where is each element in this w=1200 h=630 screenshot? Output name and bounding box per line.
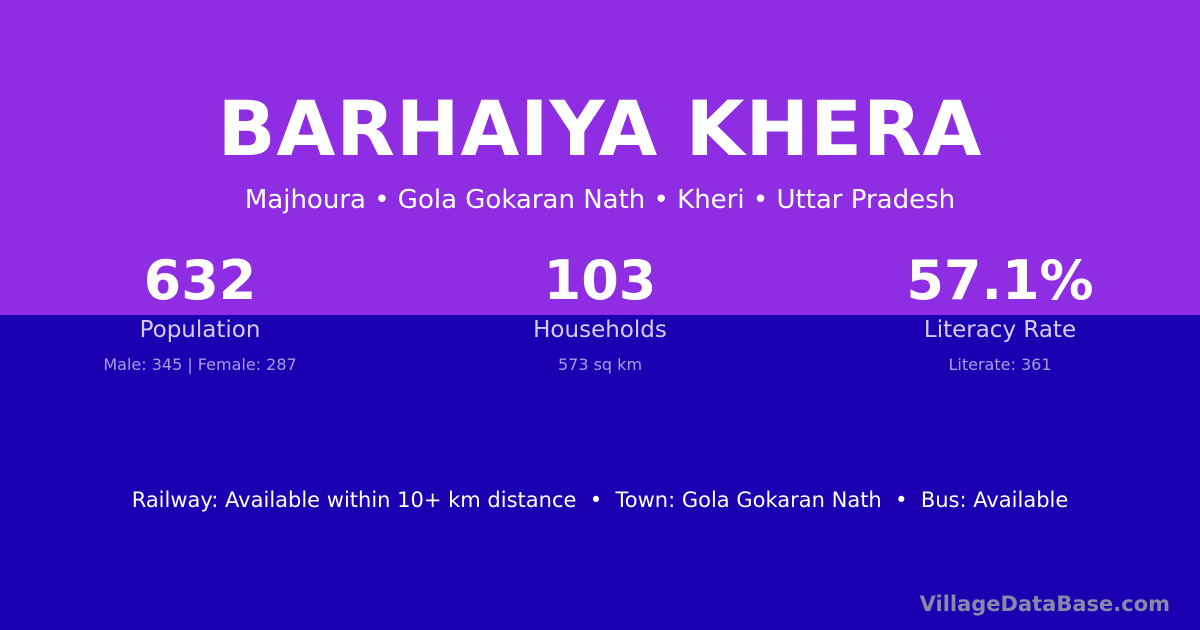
stat-value: 57.1%	[906, 249, 1094, 312]
village-title: BARHAIYA KHERA	[217, 84, 983, 173]
stat-literacy: 57.1% Literacy Rate Literate: 361	[800, 250, 1200, 376]
stat-households: 103 Households 573 sq km	[400, 250, 800, 376]
header-band	[0, 0, 1200, 315]
stat-label: Literacy Rate	[923, 317, 1077, 343]
stat-label: Population	[139, 317, 261, 343]
connectivity-facts: Railway: Available within 10+ km distanc…	[131, 488, 1069, 512]
location-breadcrumb: Majhoura • Gola Gokaran Nath • Kheri • U…	[244, 185, 956, 215]
stat-value: 103	[543, 249, 657, 312]
stat-detail: Literate: 361	[948, 355, 1052, 374]
body-band	[0, 315, 1200, 630]
stat-population: 632 Population Male: 345 | Female: 287	[0, 250, 400, 376]
stat-value: 632	[143, 249, 257, 312]
stat-label: Households	[533, 317, 667, 343]
stat-detail: 573 sq km	[557, 355, 643, 374]
stat-detail: Male: 345 | Female: 287	[103, 355, 297, 374]
brand-logo: VillageDataBase.com	[919, 592, 1170, 616]
